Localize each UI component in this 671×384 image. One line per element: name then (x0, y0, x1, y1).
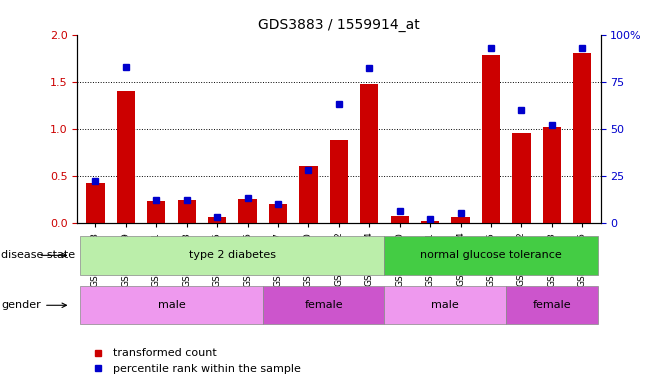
Text: type 2 diabetes: type 2 diabetes (189, 250, 276, 260)
Text: male: male (431, 300, 459, 310)
Text: gender: gender (1, 300, 66, 310)
Bar (452, 217, 470, 223)
Bar (178, 200, 196, 223)
Bar (238, 199, 257, 223)
Title: GDS3883 / 1559914_at: GDS3883 / 1559914_at (258, 18, 420, 32)
Bar (482, 55, 500, 223)
Bar (299, 166, 317, 223)
Bar (208, 217, 226, 223)
Bar (360, 84, 378, 223)
Bar (573, 53, 591, 223)
Bar (147, 201, 166, 223)
Bar (329, 140, 348, 223)
Bar (512, 133, 531, 223)
Bar (391, 216, 409, 223)
Bar (421, 221, 440, 223)
Bar (87, 183, 105, 223)
Text: normal glucose tolerance: normal glucose tolerance (420, 250, 562, 260)
Text: disease state: disease state (1, 250, 75, 260)
Text: male: male (158, 300, 185, 310)
Bar (117, 91, 135, 223)
Text: female: female (305, 300, 343, 310)
Text: female: female (533, 300, 571, 310)
Bar (269, 204, 287, 223)
Legend: transformed count, percentile rank within the sample: transformed count, percentile rank withi… (83, 344, 305, 379)
Bar (543, 127, 561, 223)
